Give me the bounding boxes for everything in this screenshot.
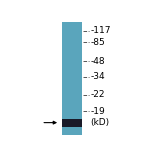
Text: -19: -19 [90,107,105,116]
Text: (kD): (kD) [90,118,109,127]
Text: -117: -117 [90,26,111,35]
Text: -85: -85 [90,38,105,47]
Text: -22: -22 [90,90,105,100]
Bar [62,119,82,127]
Text: -48: -48 [90,57,105,66]
Bar [62,22,82,135]
Text: -34: -34 [90,73,105,81]
